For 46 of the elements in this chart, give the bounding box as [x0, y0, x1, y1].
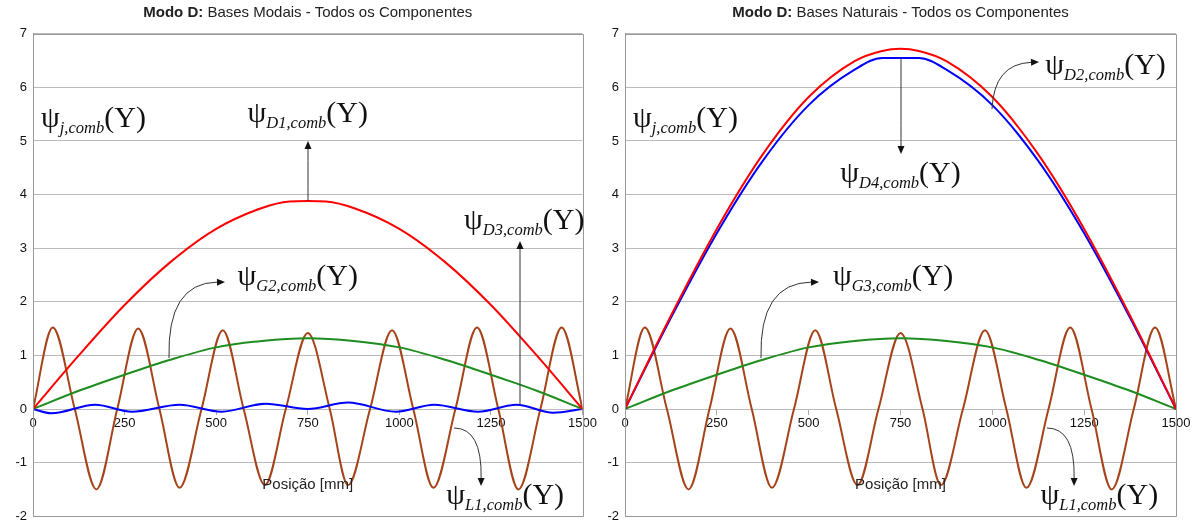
line-series — [33, 401, 583, 415]
x-axis-title: Posição [mm] — [262, 474, 354, 492]
y-tick-label: 4 — [19, 186, 27, 202]
y-tick-label: 0 — [611, 400, 619, 416]
line-series — [33, 200, 583, 410]
x-tick-label: 1500 — [1161, 415, 1191, 431]
y-axis-title: ψ$_{j,comb}$(Y) — [633, 99, 738, 137]
y-axis-title: ψ$_{j,comb}$(Y) — [41, 99, 146, 137]
annotation: ψ$_{L1,comb}$(Y) — [446, 476, 565, 514]
x-tick-label: 750 — [889, 415, 912, 431]
y-tick-label: 3 — [19, 239, 27, 255]
x-tick-label: 500 — [205, 415, 228, 431]
y-tick-label: 4 — [611, 186, 619, 202]
y-tick-label: 5 — [19, 132, 27, 148]
annotation: ψ$_{D3,comb}$(Y) — [464, 201, 585, 239]
y-tick-label: 6 — [611, 78, 619, 94]
y-tick-label: -1 — [15, 454, 27, 470]
annotation: ψ$_{G3,comb}$(Y) — [832, 257, 954, 295]
x-tick-label: 750 — [296, 415, 319, 431]
y-tick-label: -2 — [607, 507, 619, 523]
x-tick-label: 1000 — [384, 415, 414, 431]
y-tick-label: 1 — [19, 346, 27, 362]
line-series — [625, 337, 1176, 410]
y-tick-label: 5 — [611, 132, 619, 148]
x-tick-label: 500 — [797, 415, 820, 431]
x-tick-label: 1000 — [977, 415, 1007, 431]
y-tick-label: 1 — [611, 346, 619, 362]
y-tick-label: 3 — [611, 239, 619, 255]
y-tick-label: 6 — [19, 78, 27, 94]
chart-title: Modo D: Bases Naturais - Todos os Componentes — [732, 3, 1069, 20]
x-axis-title: Posição [mm] — [855, 474, 946, 492]
y-tick-label: -1 — [607, 454, 619, 470]
y-tick-label: 7 — [19, 25, 27, 41]
y-tick-label: 2 — [611, 293, 619, 309]
chart-title: Modo D: Bases Modais - Todos os Componentes — [143, 3, 473, 20]
annotation: ψ$_{D4,comb}$(Y) — [840, 154, 961, 192]
annotation: ψ$_{L1,comb}$(Y) — [1040, 476, 1159, 514]
annotation: ψ$_{D1,comb}$(Y) — [247, 94, 368, 132]
y-tick-label: -2 — [15, 507, 27, 523]
y-tick-label: 0 — [19, 400, 27, 416]
y-tick-label: 2 — [19, 293, 27, 309]
x-tick-label: 250 — [113, 415, 136, 431]
annotation: ψ$_{D2,comb}$(Y) — [1045, 46, 1166, 84]
y-tick-label: 7 — [611, 25, 619, 41]
line-series — [33, 337, 583, 410]
annotation: ψ$_{G2,comb}$(Y) — [237, 257, 359, 295]
